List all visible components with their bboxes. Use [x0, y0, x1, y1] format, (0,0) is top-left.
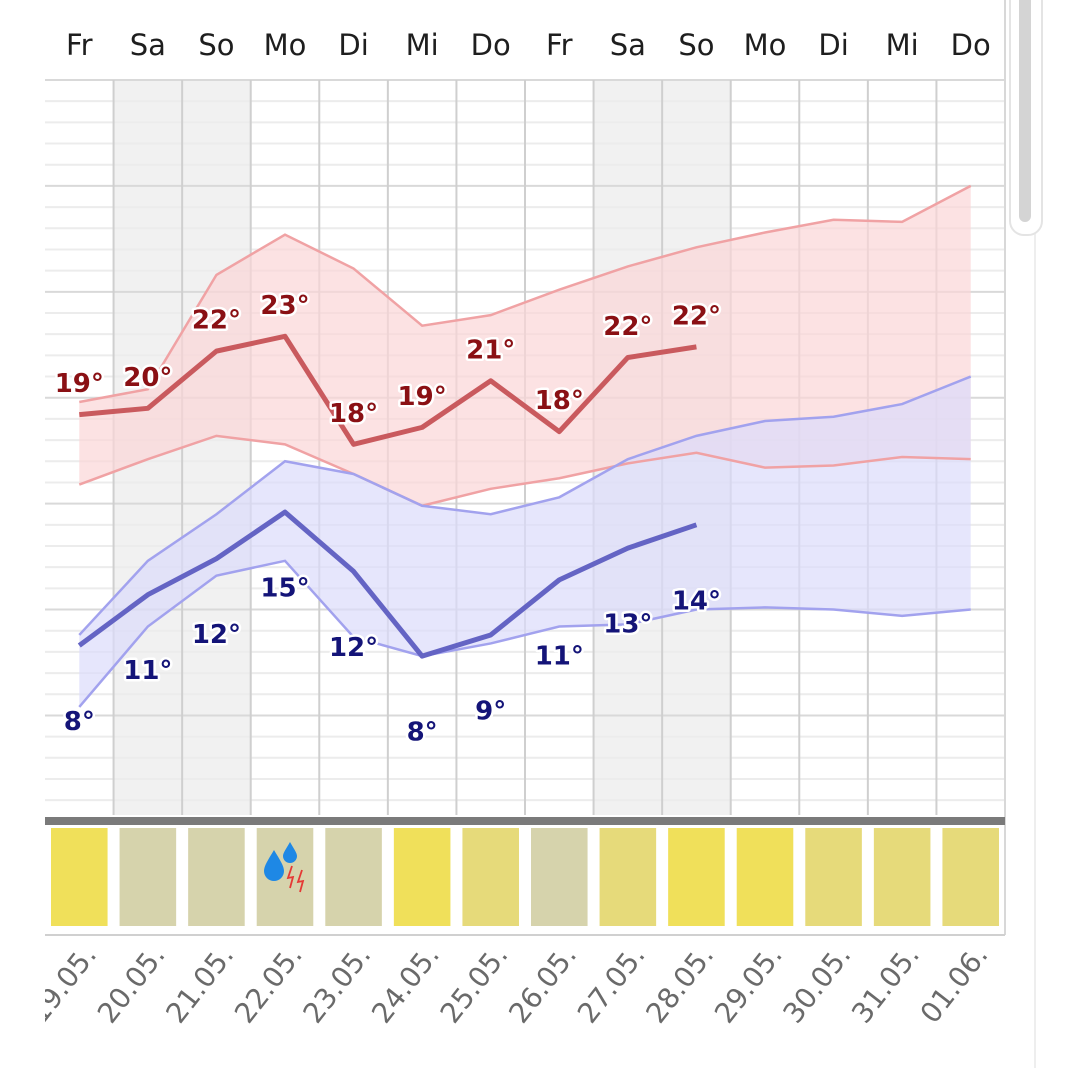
value-label: 18° [535, 386, 584, 416]
band-lower-edge [78, 434, 971, 508]
value-label: 12° [192, 620, 241, 650]
day-condition [599, 828, 657, 926]
day-label: Sa [130, 28, 166, 62]
strip-header [45, 817, 1005, 825]
day-condition [325, 828, 382, 926]
day-label: Di [818, 28, 848, 62]
day-label: Do [471, 28, 511, 62]
value-label: 19° [55, 369, 104, 399]
rain-drop [283, 842, 297, 863]
scrollbar-thumb[interactable] [1019, 0, 1031, 222]
day-condition [256, 828, 314, 926]
value-label: 11° [123, 656, 172, 686]
weekend-shade [182, 80, 251, 815]
band-upper-edge [78, 375, 972, 636]
range-band [79, 376, 971, 707]
day-condition [873, 828, 931, 926]
day-label: Sa [610, 28, 646, 62]
value-label: 20° [123, 363, 172, 393]
day-condition [736, 828, 794, 926]
value-label: 14° [672, 586, 721, 616]
day-condition [805, 828, 862, 926]
value-label: 8° [407, 718, 438, 748]
day-label: Fr [546, 28, 573, 62]
value-label: 21° [466, 335, 515, 365]
day-condition [188, 828, 245, 926]
band-lower-edge [78, 559, 971, 708]
day-label: Mi [406, 28, 439, 62]
rain-drop [264, 850, 284, 881]
day-label: So [198, 28, 234, 62]
day-condition [51, 828, 108, 926]
day-condition [462, 828, 519, 926]
day-condition [393, 828, 451, 926]
plot-area: 19° 20° 22° 23° 18° 19° 21° 18° 22° 22° 8° 11° 12° 15… [45, 79, 1005, 815]
value-label: 11° [535, 641, 584, 671]
value-label: 18° [329, 399, 378, 429]
value-label: 12° [329, 633, 378, 663]
temperature-line [79, 333, 697, 447]
value-label: 15° [260, 574, 309, 604]
day-condition [531, 828, 588, 926]
temperature-line [77, 509, 698, 659]
day-label: Di [338, 28, 368, 62]
lightning [286, 865, 305, 893]
day-label: Fr [66, 28, 93, 62]
day-condition [942, 828, 999, 926]
value-label: 22° [672, 301, 721, 331]
value-label: 8° [64, 707, 95, 737]
value-label: 22° [192, 306, 241, 336]
day-label: Do [951, 28, 991, 62]
value-label: 9° [475, 696, 506, 726]
rain-thunder-icon [264, 842, 305, 893]
day-label: Mo [744, 28, 787, 62]
day-condition [119, 828, 177, 926]
value-label: 23° [260, 291, 309, 321]
value-label: 13° [603, 610, 652, 640]
day-label: Mi [886, 28, 919, 62]
band-upper-edge [79, 184, 972, 404]
day-label: So [678, 28, 714, 62]
day-label: Mo [264, 28, 307, 62]
day-condition [668, 828, 725, 926]
value-label: 22° [603, 312, 652, 342]
value-label: 19° [398, 382, 447, 412]
